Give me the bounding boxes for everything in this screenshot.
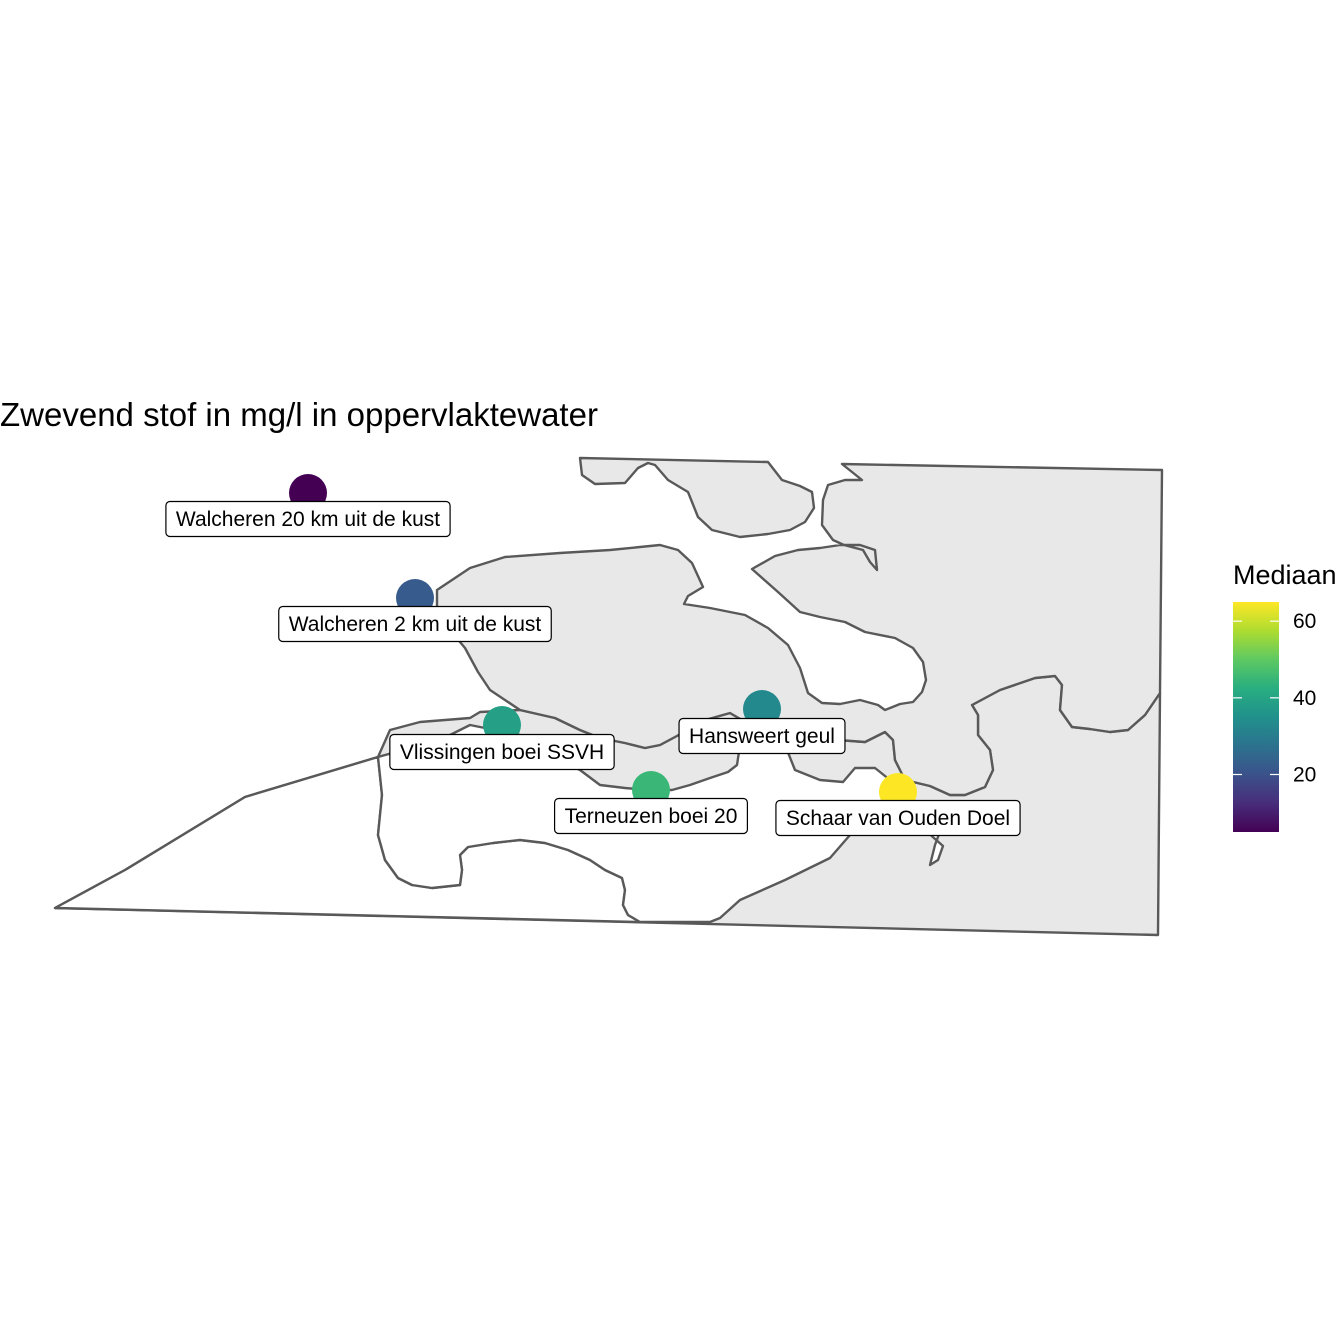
station-label-box <box>553 797 749 835</box>
station-label-box <box>165 500 451 538</box>
station-label-box <box>278 605 552 643</box>
station-label: Walcheren 20 km uit de kust <box>176 508 440 531</box>
station-label: Walcheren 2 km uit de kust <box>289 613 542 636</box>
legend-title: Mediaan <box>1233 560 1337 590</box>
station-marker: Schaar van Ouden Doel <box>775 773 1021 837</box>
map-title: Zwevend stof in mg/l in oppervlaktewater <box>0 396 598 433</box>
legend-ticks: 20 40 60 <box>1233 610 1316 787</box>
station-label: Schaar van Ouden Doel <box>786 807 1010 830</box>
legend-tick-label: 60 <box>1293 610 1316 633</box>
legend-tick-label: 20 <box>1293 764 1316 787</box>
land-walcheren-zuid-beveland <box>435 462 1164 797</box>
legend-colorbar <box>1233 602 1279 832</box>
station-label-box <box>389 733 615 771</box>
station-label: Vlissingen boei SSVH <box>400 741 604 764</box>
land-noord-beveland <box>578 456 816 539</box>
station-marker: Hansweert geul <box>678 690 846 755</box>
station-label-box <box>775 799 1021 837</box>
station-marker: Vlissingen boei SSVH <box>389 706 615 771</box>
station-marker: Walcheren 20 km uit de kust <box>165 474 451 538</box>
station-marker: Walcheren 2 km uit de kust <box>278 579 552 643</box>
stations-layer: Walcheren 20 km uit de kust Walcheren 2 k… <box>165 474 1021 837</box>
legend: Mediaan 20 40 60 <box>1233 560 1337 832</box>
station-marker: Terneuzen boei 20 <box>553 771 749 835</box>
station-label: Terneuzen boei 20 <box>565 805 738 828</box>
station-label-box <box>678 717 846 755</box>
station-label: Hansweert geul <box>689 725 835 748</box>
legend-tick-label: 40 <box>1293 687 1316 710</box>
